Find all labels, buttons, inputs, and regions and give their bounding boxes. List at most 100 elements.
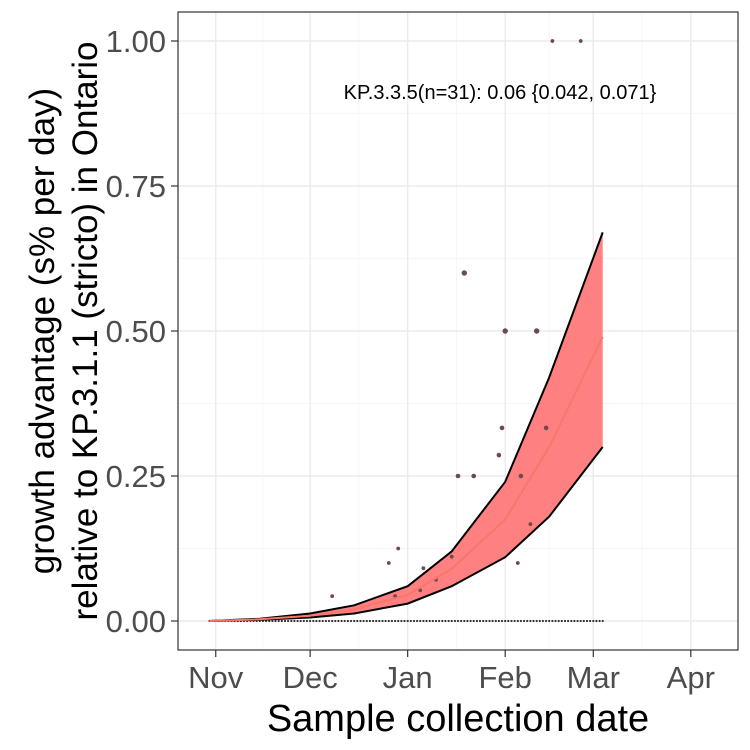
x-tick-label: Mar bbox=[567, 660, 620, 695]
observed-point-zero bbox=[523, 619, 526, 623]
observed-point-zero bbox=[340, 619, 343, 623]
observed-point bbox=[418, 588, 423, 593]
observed-point-zero bbox=[519, 619, 523, 623]
observed-point-zero bbox=[280, 619, 283, 623]
observed-point-zero bbox=[268, 619, 271, 623]
observed-point-zero bbox=[315, 619, 318, 623]
observed-point bbox=[518, 473, 524, 479]
observed-point-zero bbox=[419, 619, 422, 623]
observed-point-zero bbox=[337, 619, 340, 623]
observed-point bbox=[455, 473, 461, 479]
observed-point-zero bbox=[545, 619, 548, 623]
x-axis-title: Sample collection date bbox=[267, 698, 649, 740]
observed-point-zero bbox=[397, 619, 400, 623]
observed-point bbox=[496, 452, 502, 458]
observed-point-zero bbox=[428, 619, 431, 623]
observed-point-zero bbox=[541, 619, 545, 623]
observed-point-zero bbox=[585, 619, 589, 623]
observed-point-zero bbox=[538, 619, 541, 623]
y-tick-label: 0.50 bbox=[106, 314, 166, 349]
x-tick-label: Feb bbox=[478, 660, 531, 695]
observed-point-zero bbox=[579, 619, 582, 623]
observed-point-zero bbox=[444, 619, 447, 623]
observed-point-zero bbox=[582, 619, 585, 623]
observed-point-zero bbox=[450, 619, 453, 623]
observed-point-zero bbox=[560, 619, 563, 623]
observed-point-zero bbox=[478, 619, 482, 623]
observed-point-zero bbox=[589, 619, 592, 623]
observed-point-zero bbox=[431, 619, 434, 623]
observed-point-zero bbox=[349, 619, 353, 623]
observed-point-zero bbox=[554, 619, 557, 623]
observed-point-zero bbox=[318, 619, 321, 623]
y-tick-labels: 0.00 0.25 0.50 0.75 1.00 bbox=[106, 24, 166, 639]
observed-point-zero bbox=[378, 619, 381, 623]
observed-point bbox=[515, 561, 520, 565]
observed-point-zero bbox=[312, 619, 315, 623]
observed-point bbox=[461, 270, 467, 276]
observed-point-zero bbox=[434, 619, 438, 623]
observed-point-zero bbox=[277, 619, 280, 623]
observed-point bbox=[578, 39, 583, 43]
observed-point-zero bbox=[353, 619, 356, 623]
observed-point-zero bbox=[271, 619, 274, 623]
x-tick-labels: Nov Dec Jan Feb Mar Apr bbox=[188, 660, 715, 695]
observed-point-zero bbox=[494, 619, 497, 623]
y-tick-label: 0.25 bbox=[106, 459, 166, 494]
observed-point-zero bbox=[394, 619, 397, 623]
observed-point bbox=[502, 328, 508, 334]
observed-point-zero bbox=[447, 619, 450, 623]
observed-point-zero bbox=[321, 619, 324, 623]
observed-point-zero bbox=[324, 619, 327, 623]
observed-point-zero bbox=[375, 619, 378, 623]
observed-point-zero bbox=[456, 619, 460, 623]
x-tick-label: Apr bbox=[667, 660, 715, 695]
observed-point-zero bbox=[567, 619, 570, 623]
observed-point-zero bbox=[412, 619, 416, 623]
observed-point-zero bbox=[472, 619, 475, 623]
observed-point-zero bbox=[535, 619, 538, 623]
observed-point-zero bbox=[293, 619, 296, 623]
observed-point-zero bbox=[453, 619, 456, 623]
observed-point-zero bbox=[529, 619, 532, 623]
observed-point-zero bbox=[290, 619, 293, 623]
y-tick-label: 0.75 bbox=[106, 169, 166, 204]
observed-point-zero bbox=[510, 619, 513, 623]
observed-point-zero bbox=[422, 619, 425, 623]
fit-line bbox=[209, 336, 604, 622]
observed-point-zero bbox=[485, 619, 488, 623]
annotation-text: KP.3.3.5(n=31): 0.06 {0.042, 0.071} bbox=[344, 82, 657, 104]
x-tick-label: Dec bbox=[283, 660, 338, 695]
observed-point-zero bbox=[551, 619, 554, 623]
observed-point-zero bbox=[331, 619, 334, 623]
observed-point-zero bbox=[460, 619, 463, 623]
observed-point-zero bbox=[283, 619, 287, 623]
observed-point bbox=[396, 546, 401, 551]
observed-point-zero bbox=[381, 619, 384, 623]
observed-point-zero bbox=[384, 619, 387, 623]
observed-point-zero bbox=[441, 619, 444, 623]
y-tick-label: 0.00 bbox=[106, 604, 166, 639]
observed-point-zero bbox=[463, 619, 466, 623]
observed-point-zero bbox=[526, 619, 529, 623]
y-tick-label: 1.00 bbox=[106, 24, 166, 59]
observed-point bbox=[330, 594, 335, 599]
observed-point bbox=[421, 566, 426, 571]
observed-point-zero bbox=[343, 619, 346, 623]
observed-point-zero bbox=[359, 619, 362, 623]
y-axis-title-line-1: growth advantage (s% per day) bbox=[23, 88, 62, 574]
observed-point bbox=[528, 522, 533, 527]
observed-point-zero bbox=[491, 619, 494, 623]
observed-point-zero bbox=[475, 619, 478, 623]
observed-point-zero bbox=[513, 619, 516, 623]
observed-point-zero bbox=[365, 619, 368, 623]
observed-point-zero bbox=[356, 619, 359, 623]
observed-point-zero bbox=[327, 619, 331, 623]
observed-point-zero bbox=[387, 619, 390, 623]
observed-point-zero bbox=[368, 619, 371, 623]
y-axis-title-line-2: relative to KP.3.1.1 (stricto) in Ontari… bbox=[66, 41, 105, 620]
fit-line-layer bbox=[209, 232, 604, 622]
observed-point-zero bbox=[557, 619, 560, 623]
observed-point-zero bbox=[532, 619, 535, 623]
